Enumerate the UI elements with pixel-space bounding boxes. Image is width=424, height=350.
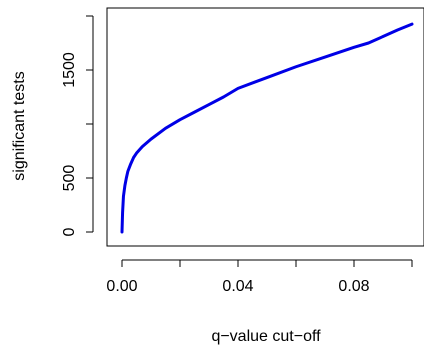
x-axis-label: q−value cut−off: [211, 328, 321, 345]
y-tick-label: 0: [61, 227, 78, 236]
x-axis: 0.00 0.04 0.08: [106, 259, 413, 295]
y-tick-label: 1500: [61, 52, 78, 88]
series-layer: [120, 22, 414, 234]
y-tick-label: 500: [61, 165, 78, 192]
y-axis-label: significant tests: [11, 71, 28, 180]
plot-frame: [106, 7, 424, 247]
x-tick-label: 0.04: [222, 278, 253, 295]
series-line-0: [120, 22, 414, 234]
x-tick-label: 0.00: [106, 278, 137, 295]
x-tick-label: 0.08: [338, 278, 369, 295]
y-axis: 0 500 1500: [61, 15, 94, 236]
plot-box: [106, 7, 424, 247]
